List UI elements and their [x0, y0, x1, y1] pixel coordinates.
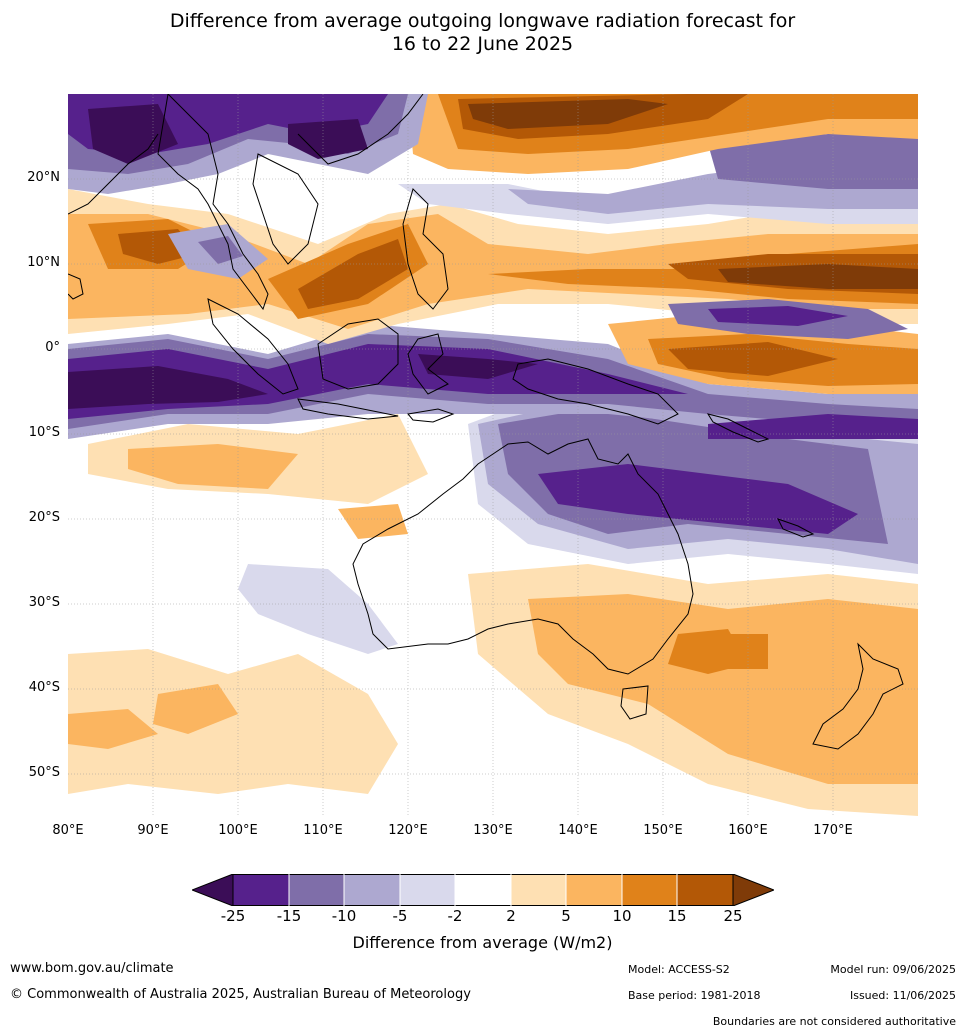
colorbar-tick: -5: [392, 907, 408, 925]
lat-label-10s: 10°S: [28, 425, 60, 440]
lon-label-130e: 130°E: [473, 823, 513, 838]
colorbar-extend-high: [732, 874, 774, 906]
lon-label-90e: 90°E: [137, 823, 169, 838]
lat-label-20s: 20°S: [28, 510, 60, 525]
title-line-1: Difference from average outgoing longwav…: [169, 10, 796, 32]
lon-label-110e: 110°E: [303, 823, 343, 838]
map-svg: [67, 92, 918, 816]
base-period: Base period: 1981-2018: [628, 989, 761, 1002]
solomon-islands-coastline: [706, 413, 770, 443]
anomaly-region: [668, 342, 838, 376]
timor-coastline: [407, 408, 455, 423]
lat-label-50s: 50°S: [28, 765, 60, 780]
colorbar-swatch: [511, 874, 566, 906]
colorbar-tick: 25: [723, 907, 743, 925]
olr-anomaly-map: [67, 92, 918, 816]
lat-label-30s: 30°S: [28, 595, 60, 610]
colorbar-tick: 15: [667, 907, 687, 925]
anomaly-region: [153, 684, 238, 734]
colorbar-extend-low: [192, 874, 234, 906]
copyright-text: © Commonwealth of Australia 2025, Austra…: [10, 987, 471, 1002]
vietnam-coastline: [252, 153, 319, 265]
colorbar-tick: 10: [612, 907, 632, 925]
colorbar-tick: -10: [331, 907, 357, 925]
colorbar-swatch: [566, 874, 622, 906]
sumatra-coastline: [207, 298, 299, 395]
model-name: Model: ACCESS-S2: [628, 963, 730, 976]
colorbar-swatch: [677, 874, 733, 906]
colorbar-swatch: [344, 874, 400, 906]
new-guinea-coastline: [512, 358, 679, 425]
anomaly-region: [88, 104, 178, 164]
anomaly-region: [298, 239, 408, 309]
lon-label-120e: 120°E: [388, 823, 428, 838]
anomaly-region: [718, 264, 918, 289]
lon-label-100e: 100°E: [218, 823, 258, 838]
colorbar-tick: 2: [506, 907, 516, 925]
colorbar-dividers: [288, 874, 678, 906]
lat-label-40s: 40°S: [28, 680, 60, 695]
boundaries-disclaimer: Boundaries are not considered authoritat…: [712, 1015, 956, 1028]
colorbar-frame: [232, 874, 734, 906]
colorbar-label: Difference from average (W/m2): [352, 933, 613, 952]
anomaly-region: [338, 504, 408, 539]
colorbar-swatch: [233, 874, 289, 906]
colorbar-tick: -25: [220, 907, 246, 925]
anomaly-region: [128, 444, 298, 489]
website-link[interactable]: www.bom.gov.au/climate: [10, 961, 174, 976]
indochina-coastline: [157, 92, 269, 311]
anomaly-region: [728, 634, 768, 669]
colorbar-tick: 5: [561, 907, 571, 925]
lon-label-160e: 160°E: [728, 823, 768, 838]
issued-date: Issued: 11/06/2025: [849, 989, 956, 1002]
sri-lanka-coastline: [67, 273, 84, 300]
colorbar-tick: -15: [276, 907, 302, 925]
anomaly-region: [468, 99, 668, 129]
sulawesi-coastline: [407, 333, 449, 395]
lon-label-80e: 80°E: [52, 823, 84, 838]
anomaly-region-south-indian: [68, 649, 398, 794]
colorbar-swatch: [622, 874, 677, 906]
anomaly-region-tasman: [528, 594, 918, 784]
title-line-2: 16 to 22 June 2025: [391, 33, 574, 55]
anomaly-region-coral-sea: [538, 464, 858, 534]
colorbar-swatch: [455, 874, 511, 906]
colorbar: [192, 874, 774, 906]
borneo-coastline: [317, 318, 399, 390]
australia-coastline: [352, 438, 694, 675]
new-zealand-coastline: [812, 642, 904, 750]
philippines-coastline: [402, 188, 449, 310]
anomaly-region: [68, 709, 158, 749]
anomaly-region-east-indian: [68, 366, 268, 409]
anomaly-region: [288, 119, 368, 159]
map-title: Difference from average outgoing longwav…: [0, 10, 965, 56]
colorbar-swatch: [289, 874, 344, 906]
lon-label-150e: 150°E: [643, 823, 683, 838]
anomaly-region-south-west: [238, 564, 398, 654]
lon-label-170e: 170°E: [813, 823, 853, 838]
new-caledonia-coastline: [777, 518, 815, 538]
colorbar-tick: -2: [447, 907, 463, 925]
coastlines: [67, 92, 904, 750]
lon-label-140e: 140°E: [558, 823, 598, 838]
india-coastline: [67, 133, 159, 215]
lat-label-0: 0°: [45, 340, 60, 355]
china-coastline: [297, 93, 424, 165]
colorbar-swatch: [400, 874, 455, 906]
anomaly-region: [198, 236, 243, 264]
anomaly-region: [708, 134, 918, 189]
lat-label-10n: 10°N: [27, 255, 60, 270]
tasmania-coastline: [620, 685, 649, 720]
anomaly-region: [708, 306, 848, 326]
java-coastline: [297, 398, 399, 420]
graticule: [68, 94, 918, 816]
lat-label-20n: 20°N: [27, 170, 60, 185]
model-run-date: Model run: 09/06/2025: [830, 963, 956, 976]
anomaly-region: [708, 414, 918, 439]
anomaly-region: [418, 354, 538, 379]
